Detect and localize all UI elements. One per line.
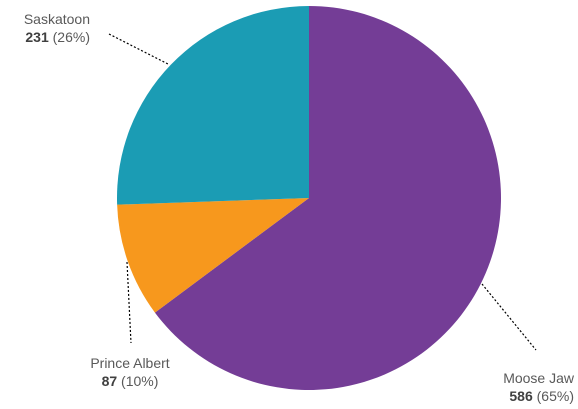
leader-line-saskatoon <box>108 33 169 65</box>
slice-saskatoon <box>117 6 309 205</box>
slice-percent: (26%) <box>52 29 90 45</box>
slice-value: 231 <box>25 29 49 45</box>
leader-line-prince-albert <box>126 261 132 344</box>
slice-label-prince-albert: Prince Albert 87 (10%) <box>70 354 190 390</box>
leader-line-moose-jaw <box>481 283 537 351</box>
slice-label-saskatoon: Saskatoon 231 (26%) <box>4 10 90 46</box>
slice-label-moose-jaw: Moose Jaw 586 (65%) <box>480 369 574 405</box>
slice-name: Saskatoon <box>23 11 90 27</box>
slice-name: Moose Jaw <box>503 370 574 386</box>
slice-percent: (10%) <box>121 373 159 389</box>
slice-percent: (65%) <box>536 388 574 404</box>
slice-value: 586 <box>509 388 533 404</box>
slice-name: Prince Albert <box>90 355 170 371</box>
slice-prince-albert <box>117 198 309 313</box>
slice-moose-jaw <box>154 6 501 390</box>
slice-value: 87 <box>101 373 118 389</box>
